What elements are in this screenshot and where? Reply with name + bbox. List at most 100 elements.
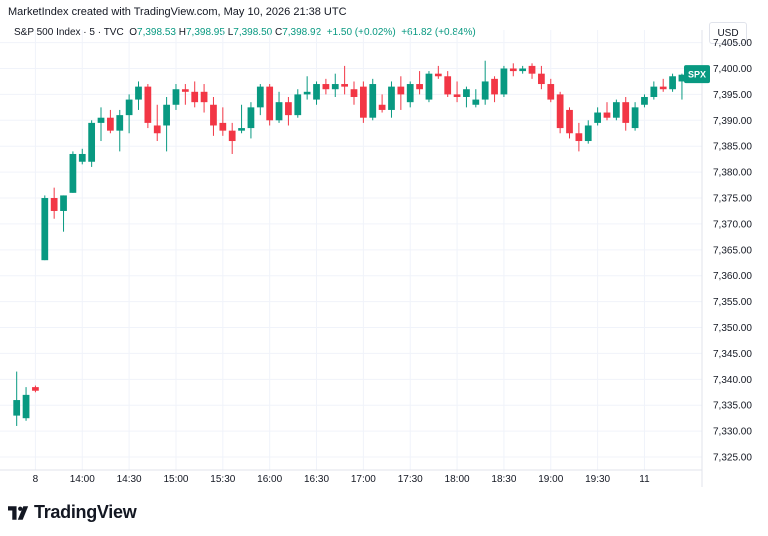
candle-body bbox=[181, 89, 189, 92]
candle bbox=[678, 73, 686, 100]
candle bbox=[13, 371, 21, 426]
y-tick-label: 7,360.00 bbox=[713, 271, 752, 282]
close-label: C bbox=[274, 27, 283, 38]
candle bbox=[210, 96, 217, 136]
candle-body bbox=[481, 81, 489, 100]
candle bbox=[359, 81, 367, 123]
candle-body bbox=[32, 387, 39, 391]
candle bbox=[463, 86, 470, 108]
spx-price-tag bbox=[684, 65, 710, 84]
candle bbox=[519, 65, 527, 74]
candle-body bbox=[69, 153, 77, 193]
candle-body bbox=[500, 68, 508, 95]
candle bbox=[547, 78, 555, 103]
candle bbox=[416, 71, 423, 95]
candle bbox=[566, 107, 573, 139]
y-tick-label: 7,380.00 bbox=[713, 168, 752, 179]
candle bbox=[266, 84, 274, 126]
candle-body bbox=[322, 84, 330, 90]
candle bbox=[388, 81, 395, 118]
y-tick-label: 7,375.00 bbox=[713, 194, 752, 205]
x-tick-label: 19:30 bbox=[585, 474, 610, 485]
candle bbox=[228, 122, 236, 154]
candle-body bbox=[612, 102, 620, 118]
candle bbox=[135, 81, 142, 110]
candle bbox=[350, 81, 358, 105]
price-axis[interactable]: 7,325.00 7,330.00 7,335.00 7,340.00 7,345.00… bbox=[701, 30, 752, 487]
y-tick-label: 7,400.00 bbox=[713, 64, 752, 75]
candle bbox=[78, 148, 86, 165]
y-tick-label: 7,365.00 bbox=[713, 245, 752, 256]
candle bbox=[191, 81, 199, 108]
candle bbox=[509, 63, 517, 77]
x-tick-label: 14:30 bbox=[117, 474, 142, 485]
y-tick-label: 7,325.00 bbox=[713, 453, 752, 464]
candle bbox=[538, 65, 545, 90]
candle bbox=[181, 84, 189, 105]
candle bbox=[631, 102, 639, 131]
change-value: +1.50 (+0.02%) bbox=[326, 27, 396, 38]
candle bbox=[313, 81, 320, 105]
candle-body bbox=[256, 86, 264, 108]
spx-price-tag-label: SPX bbox=[688, 70, 706, 80]
open-label: O bbox=[129, 27, 138, 38]
candle bbox=[163, 96, 170, 152]
candle bbox=[650, 81, 658, 100]
y-tick-label: 7,330.00 bbox=[713, 427, 752, 438]
candle-body bbox=[584, 125, 592, 142]
candle-body bbox=[88, 122, 96, 162]
candle bbox=[434, 65, 442, 79]
candle-body bbox=[313, 84, 320, 100]
candle-body bbox=[97, 117, 105, 123]
candle bbox=[219, 107, 227, 136]
candle-body bbox=[378, 104, 386, 110]
x-tick-label: 8 bbox=[33, 474, 39, 485]
currency-button[interactable]: USD bbox=[709, 22, 747, 44]
candle bbox=[369, 78, 377, 121]
candle bbox=[472, 89, 480, 108]
candle bbox=[50, 187, 58, 219]
y-tick-label: 7,345.00 bbox=[713, 349, 752, 360]
candle bbox=[60, 195, 67, 232]
candle bbox=[603, 102, 611, 121]
candle-body bbox=[509, 68, 517, 72]
tradingview-logo[interactable]: TradingView bbox=[8, 502, 137, 523]
candle-body bbox=[294, 94, 302, 116]
candle bbox=[107, 109, 114, 134]
y-tick-label: 7,340.00 bbox=[713, 375, 752, 386]
candle bbox=[612, 99, 620, 121]
candle-body bbox=[228, 130, 236, 142]
candle-body bbox=[219, 122, 227, 131]
candle bbox=[41, 195, 49, 261]
ohlc-legend: S&P 500 Index · 5 · TVC O7,398.53 H7,398… bbox=[14, 27, 476, 38]
candle bbox=[406, 81, 414, 108]
candle-body bbox=[547, 84, 555, 100]
candle bbox=[575, 122, 583, 152]
candle-body bbox=[669, 76, 676, 90]
candle-body bbox=[575, 133, 583, 142]
x-tick-label: 15:00 bbox=[163, 474, 188, 485]
low-label: L bbox=[227, 27, 234, 38]
candle-body bbox=[538, 73, 545, 85]
symbol-label[interactable]: S&P 500 Index · 5 · TVC bbox=[14, 27, 124, 38]
candle-body bbox=[266, 86, 274, 121]
time-axis[interactable]: 8 14:00 14:30 15:00 15:30 16:00 16:30 17:00 17:3… bbox=[0, 469, 702, 485]
candle-body bbox=[285, 102, 292, 116]
last-price-tag: SPX bbox=[684, 65, 710, 84]
candle-body bbox=[107, 117, 114, 131]
candle bbox=[584, 120, 592, 144]
candle-body bbox=[678, 74, 686, 82]
candle-body bbox=[528, 65, 536, 74]
candle-body bbox=[163, 104, 170, 126]
candle-body bbox=[519, 68, 527, 72]
candle-body bbox=[13, 400, 21, 416]
candle-body bbox=[275, 102, 283, 121]
candle bbox=[69, 151, 77, 193]
candle-body bbox=[556, 94, 564, 129]
candle-body bbox=[491, 78, 498, 95]
candle bbox=[294, 89, 302, 118]
candle bbox=[285, 96, 292, 126]
candle bbox=[116, 109, 124, 152]
candle-body bbox=[41, 198, 49, 261]
